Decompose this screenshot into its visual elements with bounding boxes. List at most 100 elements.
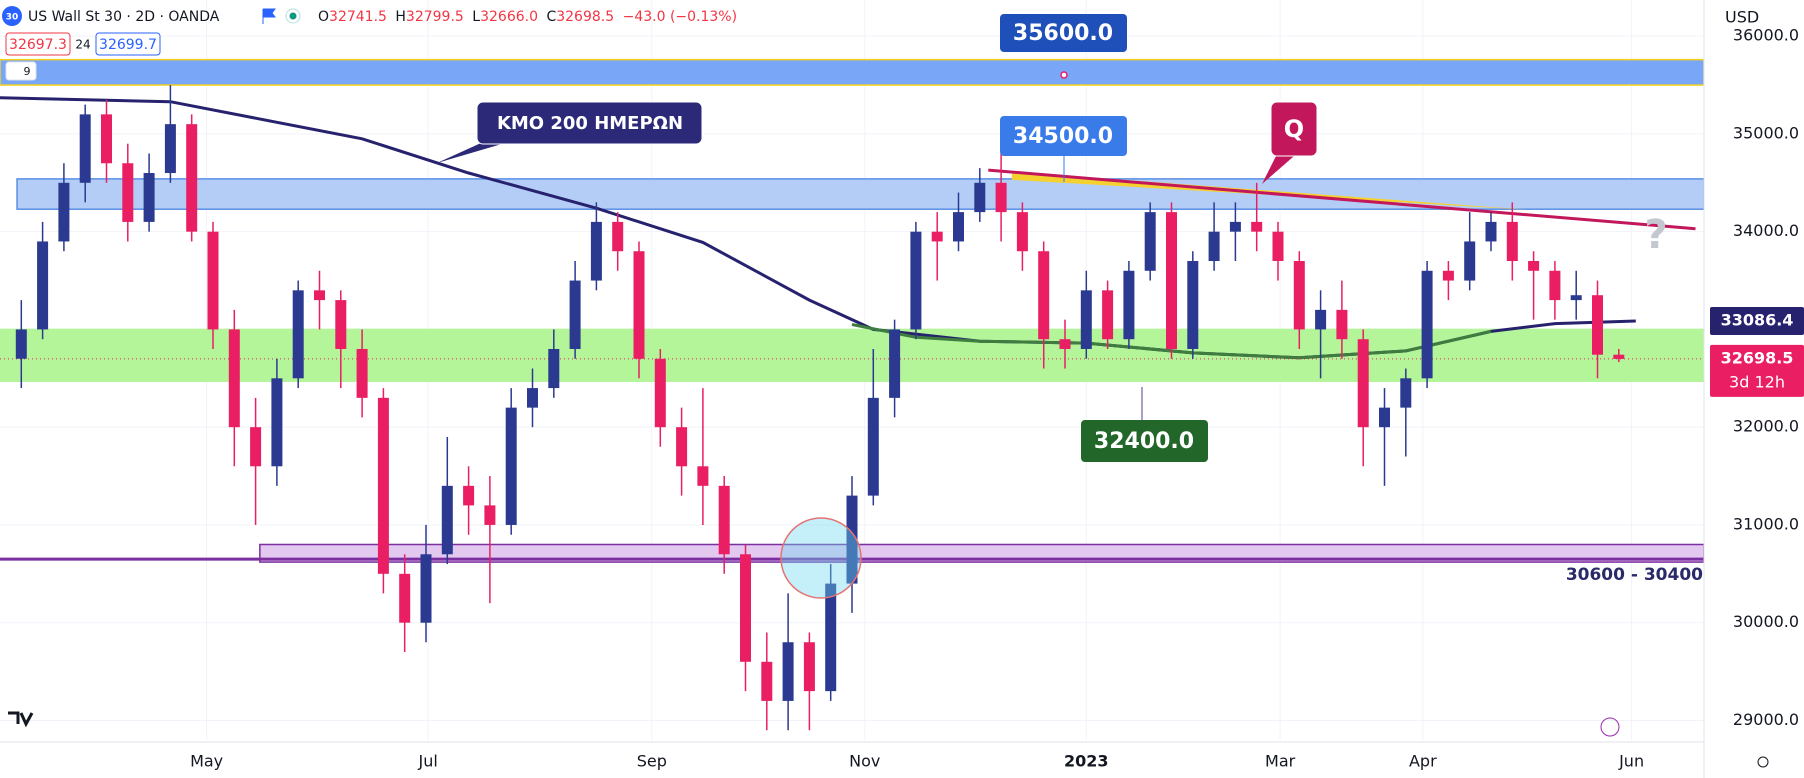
status-icon [285, 8, 301, 24]
x-tick-label: Jun [1618, 752, 1644, 771]
moving-average [0, 96, 1636, 360]
x-tick-label: Sep [637, 752, 667, 771]
y-tick-label: 31000.0 [1733, 514, 1799, 533]
candle-body [1038, 251, 1050, 340]
candle-body [846, 495, 858, 584]
settings-icon[interactable] [1757, 756, 1769, 768]
zone [16, 178, 1705, 210]
candle-body [1464, 241, 1476, 281]
candle-body [1549, 270, 1561, 301]
symbol[interactable]: US Wall St 30 · 2D · OANDA [28, 9, 220, 25]
indicators [0, 96, 1704, 360]
candle-body [910, 231, 922, 330]
candle-body [654, 358, 666, 428]
candle-body [1016, 212, 1028, 252]
candle-body [1570, 295, 1582, 301]
candle-body [1272, 231, 1284, 262]
candle-body [335, 300, 347, 349]
annotations: 35600.0 34500.0 32400.0 KMO 200 ΗΜΕΡΩΝ Q… [437, 14, 1703, 599]
status-dot [289, 12, 297, 20]
callout-pointer [1262, 150, 1301, 184]
candle-body [207, 231, 219, 330]
candle-body [143, 173, 155, 222]
ohlc-value: 32666.0 [480, 9, 538, 25]
bid: 32697.3 [9, 37, 67, 53]
logo [8, 711, 34, 728]
candle-body [1293, 261, 1305, 330]
level-box [1081, 420, 1208, 462]
candle-body [569, 280, 581, 349]
pattern-label: Q [1284, 115, 1304, 143]
price-tag-sub: 3d 12h [1729, 372, 1785, 391]
symbol-badge: 30 [6, 13, 19, 23]
currency[interactable]: USD [1725, 8, 1759, 27]
candle-body [1336, 309, 1348, 340]
candle-body [15, 329, 27, 359]
candle-body [803, 642, 815, 692]
ask-box[interactable] [95, 32, 161, 56]
callout-box [1270, 101, 1318, 157]
level-label: 35600.0 [1013, 21, 1113, 46]
ohlc-key: L [472, 9, 480, 25]
moving-average [851, 323, 1492, 360]
ohlc: O32741.5 H32799.5 L32666.0 C32698.5 −43.… [318, 9, 737, 25]
time-axis [0, 742, 1804, 778]
candle-body [1166, 212, 1177, 349]
candle-body [228, 329, 240, 428]
flag-icon[interactable] [262, 8, 276, 24]
candle-body [548, 348, 560, 389]
candle-body [356, 348, 368, 398]
candle-body [1315, 309, 1327, 330]
x-tick-label: Jul [417, 752, 437, 771]
candle-body [825, 583, 837, 692]
candle-body [122, 163, 134, 222]
candle-body [889, 329, 901, 398]
candle-body [931, 231, 943, 242]
candle-body [1187, 261, 1199, 349]
candle-body [37, 241, 49, 330]
candle-body [974, 182, 986, 213]
candle-body [1123, 270, 1135, 340]
axes: 29000.030000.031000.032000.033000.034000… [190, 26, 1804, 771]
level-label: 34500.0 [1013, 124, 1113, 149]
level-label: 32400.0 [1094, 429, 1194, 454]
header: 30 US Wall St 30 · 2D · OANDA O32741.5 H… [2, 6, 737, 81]
zones [0, 58, 1705, 563]
candle-body [271, 378, 283, 467]
candle-body [1208, 231, 1220, 262]
candle-body [1528, 261, 1540, 271]
candle-body [420, 554, 432, 623]
highlight-circle [780, 517, 862, 599]
y-tick-label: 32000.0 [1733, 417, 1799, 436]
candle-body [1144, 212, 1156, 271]
price-tag-label: 32698.5 [1721, 348, 1794, 367]
candle-body [1592, 295, 1603, 355]
x-tick-label: 2023 [1064, 752, 1109, 771]
callout-box [476, 101, 703, 145]
candle-body [58, 182, 70, 242]
question-mark: ? [1644, 212, 1667, 258]
ohlc-key: O [318, 9, 329, 25]
ask: 32699.7 [99, 37, 157, 53]
indicators-box[interactable] [5, 61, 37, 81]
spread: 24 [75, 38, 90, 52]
y-tick-label: 29000.0 [1733, 710, 1799, 729]
lightning-icon[interactable] [1600, 717, 1620, 737]
support-label: 30600 - 30400 [1566, 565, 1703, 585]
ohlc-key: H [395, 9, 406, 25]
level-box [1000, 14, 1127, 52]
zone [0, 328, 1705, 382]
candle-body [377, 397, 389, 574]
candle-body [314, 290, 325, 301]
candle-body [79, 114, 91, 183]
x-tick-label: Mar [1265, 752, 1296, 771]
candle-body [1506, 221, 1518, 262]
candle-body [782, 642, 794, 701]
candle-body [186, 124, 198, 232]
candle-body [676, 427, 688, 467]
candle-body [164, 124, 176, 174]
indicators-count: 9 [24, 65, 31, 78]
bid-box[interactable] [5, 32, 71, 56]
price-tag [1710, 306, 1804, 335]
